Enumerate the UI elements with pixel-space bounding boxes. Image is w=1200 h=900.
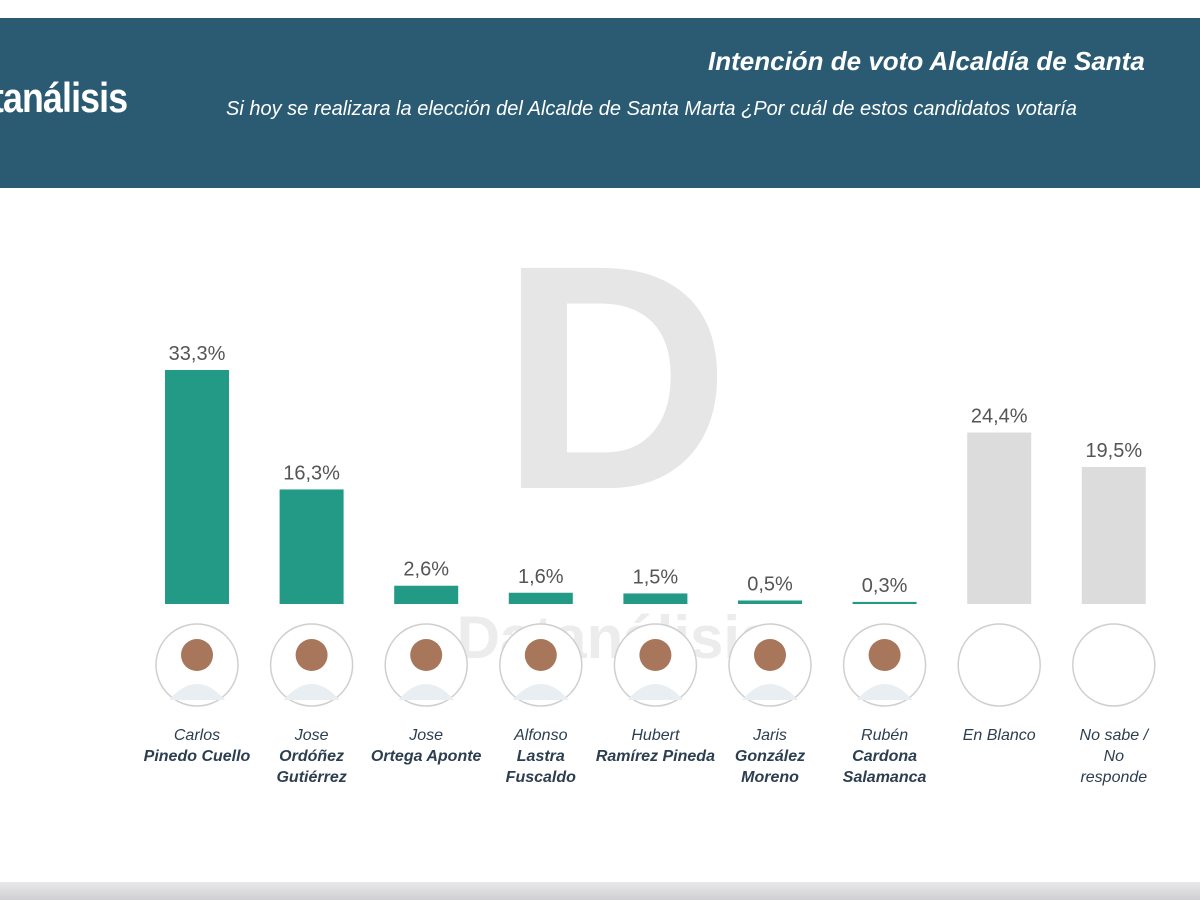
label-surname: Cardona Salamanca bbox=[842, 748, 927, 786]
header-banner: tanálisis Intención de voto Alcaldía de … bbox=[0, 18, 1200, 188]
label-first: En Blanco bbox=[962, 727, 1036, 744]
value-label: 19,5% bbox=[1085, 440, 1142, 462]
bar bbox=[738, 600, 802, 604]
category-label: Rubén Cardona Salamanca bbox=[825, 725, 945, 788]
label-first: Jose bbox=[294, 727, 329, 744]
shoulders-icon bbox=[283, 684, 340, 700]
bar bbox=[165, 370, 229, 604]
shoulders-icon bbox=[398, 684, 455, 700]
label-surname: Ramírez Pineda bbox=[595, 748, 715, 765]
empty-photo-circle bbox=[1072, 623, 1156, 707]
shoulders-icon bbox=[742, 684, 798, 700]
face-icon bbox=[868, 639, 901, 671]
shoulders-icon bbox=[856, 684, 913, 700]
category-label: Jaris González Moreno bbox=[710, 725, 830, 788]
empty-photo-circle bbox=[957, 623, 1041, 707]
value-label: 16,3% bbox=[283, 462, 340, 484]
value-label: 33,3% bbox=[169, 343, 226, 365]
footer-bar bbox=[0, 882, 1200, 900]
label-surname: González Moreno bbox=[734, 748, 806, 786]
category-label: Alfonso Lastra Fuscaldo bbox=[481, 725, 601, 788]
watermark-letter: D bbox=[499, 198, 730, 556]
bar bbox=[967, 432, 1032, 604]
value-label: 2,6% bbox=[403, 559, 449, 581]
label-first: Jaris bbox=[753, 727, 787, 744]
bar bbox=[1081, 466, 1146, 604]
label-first: Jose bbox=[409, 727, 444, 744]
bar bbox=[508, 592, 573, 604]
bar bbox=[852, 601, 917, 604]
face-icon bbox=[754, 639, 786, 671]
shoulders-icon bbox=[512, 684, 569, 700]
chart-subtitle: Si hoy se realizara la elección del Alca… bbox=[226, 98, 1077, 120]
bar bbox=[394, 585, 459, 604]
label-first: No sabe / No responde bbox=[1079, 727, 1149, 786]
shoulders-icon bbox=[627, 684, 684, 700]
value-label: 0,3% bbox=[862, 575, 908, 597]
label-first: Alfonso bbox=[514, 727, 568, 744]
face-icon bbox=[181, 639, 213, 671]
category-label: No sabe / No responde bbox=[1069, 725, 1159, 788]
category-label: En Blanco bbox=[954, 725, 1044, 746]
label-first: Rubén bbox=[861, 727, 909, 744]
label-first: Hubert bbox=[631, 727, 680, 744]
category-label: Jose Ortega Aponte bbox=[366, 725, 486, 767]
face-icon bbox=[639, 639, 672, 671]
bar bbox=[623, 593, 688, 604]
value-label: 0,5% bbox=[747, 573, 793, 595]
label-surname: Ordóñez Gutiérrez bbox=[276, 748, 347, 786]
face-icon bbox=[524, 639, 557, 671]
category-label: Jose Ordóñez Gutiérrez bbox=[252, 725, 372, 788]
shoulders-icon bbox=[169, 684, 225, 700]
chart-title: Intención de voto Alcaldía de Santa bbox=[708, 46, 1145, 76]
label-surname: Ortega Aponte bbox=[370, 748, 482, 765]
logo: tanálisis bbox=[0, 74, 128, 121]
face-icon bbox=[410, 639, 443, 671]
face-icon bbox=[295, 639, 328, 671]
value-label: 1,6% bbox=[518, 566, 564, 588]
category-label: Carlos Pinedo Cuello bbox=[137, 725, 257, 767]
label-surname: Lastra Fuscaldo bbox=[505, 748, 576, 786]
category-label: Hubert Ramírez Pineda bbox=[595, 725, 715, 767]
label-surname: Pinedo Cuello bbox=[143, 748, 251, 765]
value-label: 24,4% bbox=[971, 406, 1028, 428]
value-label: 1,5% bbox=[633, 566, 679, 588]
bar bbox=[279, 489, 344, 604]
label-first: Carlos bbox=[173, 727, 221, 744]
